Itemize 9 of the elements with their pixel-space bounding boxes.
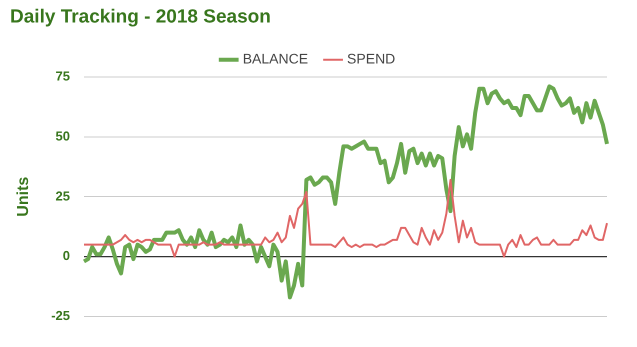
y-tick-label: -25 — [51, 308, 70, 324]
y-tick-label: 75 — [56, 68, 70, 84]
chart-title: Daily Tracking - 2018 Season — [10, 6, 271, 28]
y-tick-label: 25 — [56, 188, 70, 204]
legend-label: SPEND — [347, 50, 396, 67]
y-tick-label: 50 — [56, 128, 70, 144]
y-tick-label: 0 — [62, 248, 70, 264]
y-axis-title: Units — [15, 176, 32, 217]
legend-label: BALANCE — [242, 50, 308, 67]
